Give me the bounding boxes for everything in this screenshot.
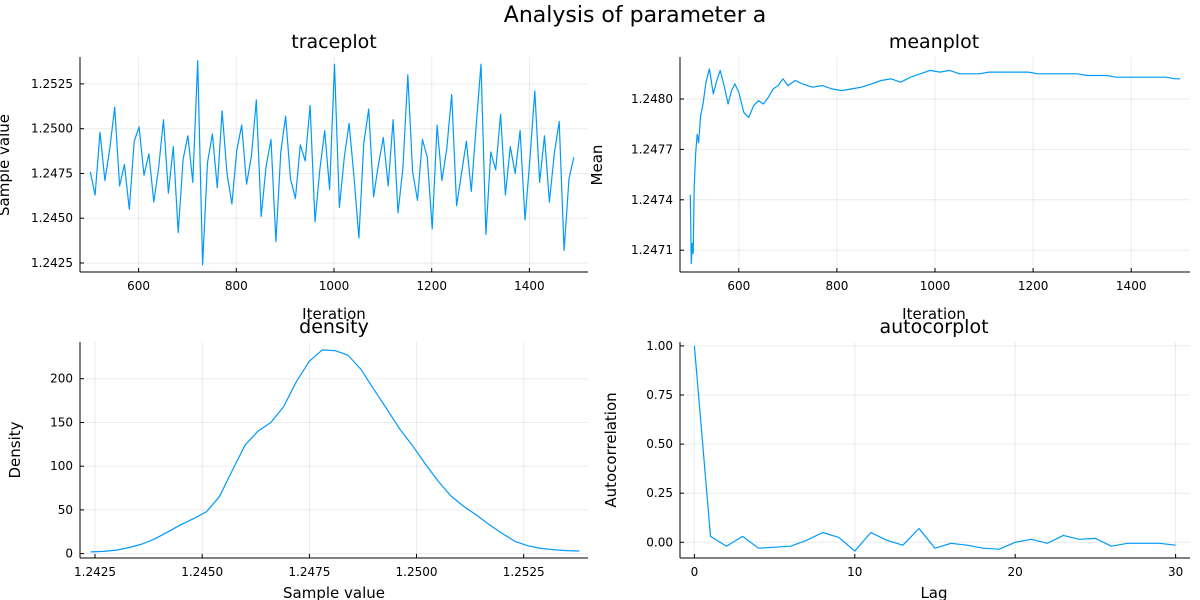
autocorplot-x-ticks: 0 10 20 30 (691, 554, 1183, 579)
traceplot-y-ticks: 1.2425 1.2450 1.2475 1.2500 1.2525 (31, 77, 84, 270)
traceplot-x-label: Iteration (302, 305, 366, 323)
traceplot-y-tick-label: 1.2425 (31, 256, 73, 270)
autocorplot-grid (680, 342, 1190, 558)
density-series-line (90, 349, 580, 553)
panel-autocorplot: autocorplot 0 10 20 30 0.00 0.25 0.50 0.75 1.00… (602, 316, 1190, 600)
density-plot-area (90, 349, 580, 553)
traceplot-x-tick-label: 1000 (319, 279, 350, 293)
panel-density: density 1.2425 1.2450 1.2475 1.2500 1.2525 0… (6, 316, 588, 600)
density-x-tick-label: 1.2525 (503, 565, 545, 579)
autocorplot-y-tick-label: 1.00 (646, 339, 673, 353)
traceplot-y-tick-label: 1.2500 (31, 122, 73, 136)
autocorplot-y-tick-label: 0.75 (646, 388, 673, 402)
meanplot-x-label: Iteration (902, 305, 966, 323)
meanplot-y-ticks: 1.2471 1.2474 1.2477 1.2480 (631, 92, 684, 257)
density-x-ticks: 1.2425 1.2450 1.2475 1.2500 1.2525 (74, 554, 545, 579)
autocorplot-y-label: Autocorrelation (602, 392, 620, 507)
meanplot-x-tick-label: 1000 (920, 279, 951, 293)
autocorplot-x-tick-label: 30 (1168, 565, 1183, 579)
density-grid (80, 342, 588, 558)
meanplot-x-tick-label: 600 (727, 279, 750, 293)
meanplot-y-tick-label: 1.2471 (631, 243, 673, 257)
traceplot-title: traceplot (291, 31, 376, 53)
meanplot-y-label: Mean (588, 145, 606, 186)
density-title: density (299, 316, 369, 338)
traceplot-x-tick-label: 600 (127, 279, 150, 293)
panel-meanplot: meanplot 600 800 1000 1200 1400 1.2471 1.2474… (588, 31, 1190, 323)
density-y-tick-label: 200 (50, 372, 73, 386)
autocorplot-x-tick-label: 10 (847, 565, 862, 579)
traceplot-x-tick-label: 800 (225, 279, 248, 293)
autocorplot-y-ticks: 0.00 0.25 0.50 0.75 1.00 (646, 339, 684, 549)
meanplot-y-tick-label: 1.2477 (631, 142, 673, 156)
autocorplot-plot-area (693, 345, 1176, 552)
density-x-tick-label: 1.2425 (74, 565, 116, 579)
traceplot-y-label: Sample value (0, 114, 13, 216)
traceplot-y-tick-label: 1.2525 (31, 77, 73, 91)
meanplot-title: meanplot (889, 31, 979, 53)
traceplot-x-ticks: 600 800 1000 1200 1400 (127, 268, 545, 293)
autocorplot-title: autocorplot (879, 316, 988, 338)
autocorplot-x-tick-label: 0 (691, 565, 699, 579)
meanplot-y-tick-label: 1.2480 (631, 92, 673, 106)
traceplot-x-tick-label: 1400 (514, 279, 545, 293)
traceplot-y-tick-label: 1.2450 (31, 211, 73, 225)
autocorplot-series-line (693, 345, 1176, 552)
density-y-tick-label: 150 (50, 416, 73, 430)
density-x-tick-label: 1.2500 (396, 565, 438, 579)
panel-traceplot: traceplot 600 800 1000 1200 1400 1.2425 1.245… (0, 31, 588, 323)
density-x-label: Sample value (283, 584, 385, 600)
density-y-ticks: 0 50 100 150 200 (50, 372, 84, 561)
autocorplot-y-tick-label: 0.25 (646, 486, 673, 500)
density-y-tick-label: 50 (58, 503, 73, 517)
meanplot-x-tick-label: 1400 (1116, 279, 1147, 293)
density-y-label: Density (6, 421, 24, 478)
meanplot-x-tick-label: 1200 (1018, 279, 1049, 293)
figure-title: Analysis of parameter a (504, 3, 766, 28)
traceplot-y-tick-label: 1.2475 (31, 167, 73, 181)
density-x-tick-label: 1.2475 (288, 565, 330, 579)
autocorplot-y-tick-label: 0.00 (646, 535, 673, 549)
meanplot-y-tick-label: 1.2474 (631, 193, 673, 207)
meanplot-x-ticks: 600 800 1000 1200 1400 (727, 268, 1146, 293)
traceplot-x-tick-label: 1200 (416, 279, 447, 293)
autocorplot-x-tick-label: 20 (1008, 565, 1023, 579)
density-y-tick-label: 100 (50, 459, 73, 473)
traceplot-plot-area (89, 59, 575, 266)
meanplot-x-tick-label: 800 (825, 279, 848, 293)
meanplot-plot-area (689, 68, 1181, 265)
autocorplot-y-tick-label: 0.50 (646, 437, 673, 451)
traceplot-series-line (89, 59, 575, 266)
meanplot-series-line (689, 68, 1181, 265)
meanplot-grid (680, 57, 1190, 272)
autocorplot-x-label: Lag (920, 584, 947, 600)
density-x-tick-label: 1.2450 (181, 565, 223, 579)
density-y-tick-label: 0 (65, 547, 73, 561)
